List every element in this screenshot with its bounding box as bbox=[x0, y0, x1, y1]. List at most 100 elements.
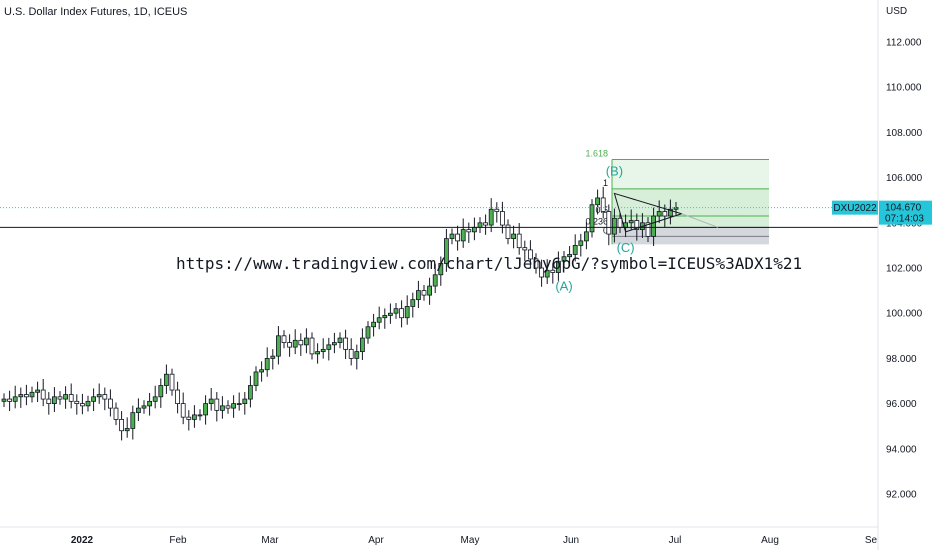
time-tick-label: Mar bbox=[261, 535, 279, 546]
candle-body bbox=[477, 222, 483, 228]
candle-body bbox=[528, 249, 533, 260]
candle bbox=[96, 383, 102, 404]
candle-body bbox=[281, 335, 287, 343]
candle-body bbox=[561, 256, 567, 262]
candle-body bbox=[113, 407, 119, 420]
wave-label: (B) bbox=[606, 163, 623, 178]
time-tick-label: Apr bbox=[368, 535, 384, 546]
candle-body bbox=[46, 398, 52, 404]
candle-body bbox=[471, 226, 477, 233]
candle-body bbox=[415, 290, 421, 301]
candle-body bbox=[662, 211, 668, 217]
candle bbox=[477, 217, 483, 233]
candle bbox=[572, 234, 578, 262]
candle-body bbox=[7, 398, 12, 402]
candle bbox=[203, 395, 209, 425]
price-tick-label: 98.000 bbox=[886, 354, 917, 365]
candle bbox=[74, 394, 80, 415]
time-axis[interactable]: 2022 Feb Mar Apr May Jun Jul Aug Se bbox=[0, 526, 878, 546]
candle bbox=[656, 200, 662, 224]
candle-body bbox=[449, 233, 455, 240]
fib-level-label: 0.236 bbox=[585, 216, 608, 226]
candle bbox=[382, 308, 388, 329]
candle bbox=[281, 330, 287, 349]
candle-body bbox=[410, 299, 416, 307]
candle bbox=[197, 409, 203, 421]
candle bbox=[270, 349, 276, 370]
candle bbox=[63, 386, 68, 409]
candle-body bbox=[505, 224, 511, 240]
price-axis[interactable]: USD112.000110.000108.000106.000104.00010… bbox=[832, 0, 932, 550]
candle-body bbox=[455, 233, 461, 242]
candle bbox=[303, 328, 309, 354]
candle bbox=[561, 251, 567, 267]
candle bbox=[471, 217, 477, 241]
candle-body bbox=[382, 315, 388, 319]
projection-line bbox=[681, 213, 719, 228]
candle bbox=[264, 347, 270, 377]
candle bbox=[443, 228, 449, 272]
candle-body bbox=[85, 400, 91, 407]
candle-body bbox=[208, 398, 214, 404]
candle bbox=[628, 209, 634, 230]
candle-body bbox=[567, 254, 572, 258]
candle-body bbox=[387, 312, 393, 316]
candle-body bbox=[326, 344, 332, 350]
wave-label: (C) bbox=[617, 240, 635, 255]
candle bbox=[354, 344, 360, 370]
candle bbox=[287, 334, 293, 357]
candle-body bbox=[35, 389, 40, 393]
candle bbox=[668, 199, 673, 225]
candle-body bbox=[236, 403, 242, 406]
candle bbox=[511, 225, 517, 249]
candle-body bbox=[102, 394, 108, 400]
candle bbox=[309, 332, 315, 360]
wave-label: (A) bbox=[555, 279, 572, 294]
candle-body bbox=[169, 373, 175, 391]
candle-body bbox=[600, 197, 606, 212]
candle bbox=[337, 332, 343, 349]
candle bbox=[91, 388, 96, 412]
candle-body bbox=[399, 308, 405, 319]
candle-body bbox=[74, 400, 80, 404]
candle bbox=[225, 400, 231, 414]
candle-body bbox=[292, 339, 298, 348]
time-tick-label: May bbox=[461, 535, 480, 546]
countdown-label: 07:14:03 bbox=[885, 214, 924, 225]
candle-body bbox=[180, 403, 186, 418]
candle-body bbox=[522, 247, 528, 251]
candle-body bbox=[1, 398, 7, 402]
candle bbox=[539, 259, 544, 287]
candle bbox=[163, 364, 169, 394]
candle bbox=[421, 284, 427, 301]
candle bbox=[404, 295, 410, 325]
candle bbox=[612, 208, 617, 243]
time-tick-label: Se bbox=[865, 535, 878, 546]
chart-title: U.S. Dollar Index Futures, 1D, ICEUS bbox=[4, 6, 188, 18]
candle-body bbox=[404, 306, 410, 319]
price-tick-label: 92.000 bbox=[886, 490, 917, 501]
last-price-label: 104.670 bbox=[885, 203, 922, 214]
candle-body bbox=[91, 396, 96, 402]
candle-body bbox=[203, 403, 209, 416]
currency-label: USD bbox=[886, 6, 907, 17]
candle-body bbox=[108, 398, 113, 409]
candle-body bbox=[214, 398, 220, 411]
candle bbox=[259, 361, 265, 382]
last-price-badge bbox=[879, 200, 932, 225]
time-tick-label: Jun bbox=[563, 535, 579, 546]
candle-body bbox=[68, 394, 74, 402]
candle bbox=[488, 198, 494, 233]
candle-body bbox=[499, 211, 505, 226]
candle bbox=[528, 240, 533, 268]
candle-body bbox=[365, 326, 371, 339]
candle-body bbox=[612, 217, 617, 235]
candle bbox=[438, 256, 444, 286]
candle-body bbox=[18, 394, 24, 398]
candle-body bbox=[606, 211, 612, 235]
candle-body bbox=[488, 208, 494, 226]
candle-body bbox=[219, 405, 225, 411]
candle-body bbox=[393, 308, 399, 314]
candle bbox=[505, 219, 511, 245]
